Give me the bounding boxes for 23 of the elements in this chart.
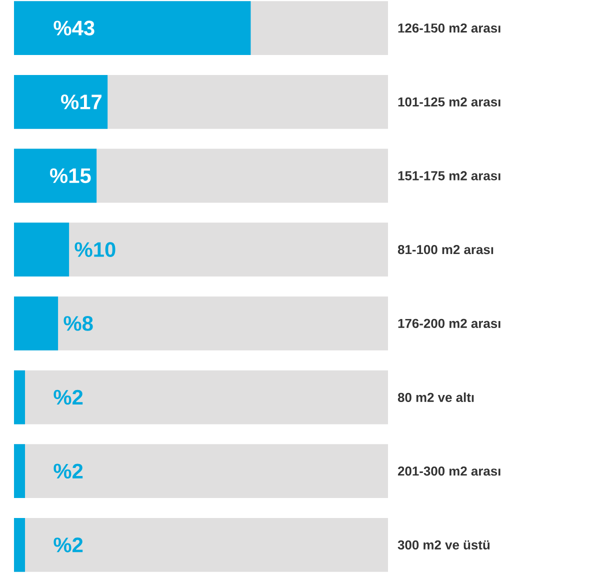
data-label: %2 <box>54 464 83 478</box>
y-tick-label: 80 m2 ve altı <box>398 392 474 402</box>
bar <box>14 296 58 350</box>
data-label: %2 <box>54 538 83 552</box>
bar <box>14 222 70 277</box>
data-label: %43 <box>54 20 94 36</box>
y-tick-label: 201-300 m2 arası <box>398 466 500 476</box>
y-tick-label: 151-175 m2 arası <box>398 171 500 180</box>
data-label: %10 <box>74 242 116 257</box>
y-tick-label: 101-125 m2 arası <box>398 97 500 106</box>
data-label: %15 <box>50 168 91 184</box>
bar <box>14 148 97 203</box>
y-tick-label: 300 m2 ve üstü <box>398 540 490 550</box>
y-tick-label: 81-100 m2 arası <box>398 245 494 254</box>
y-tick-label: 176-200 m2 arası <box>398 318 500 328</box>
bar <box>14 74 108 129</box>
data-label: %17 <box>61 94 102 110</box>
bar <box>14 518 26 572</box>
bar <box>14 444 26 498</box>
bar <box>14 370 26 424</box>
data-label: %2 <box>54 390 83 405</box>
data-label: %8 <box>64 316 93 331</box>
y-tick-label: 126-150 m2 arası <box>398 23 500 33</box>
